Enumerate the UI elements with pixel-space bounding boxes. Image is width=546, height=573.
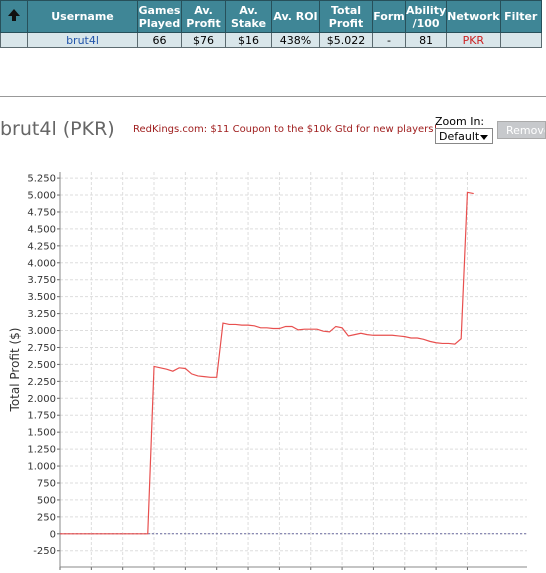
y-tick-label: 5.000 xyxy=(27,191,56,202)
user-link[interactable]: brut4l xyxy=(27,32,138,48)
separator xyxy=(0,96,546,97)
y-tick-label: 1.250 xyxy=(27,445,56,456)
y-tick-label: 4.500 xyxy=(27,224,56,235)
cell: - xyxy=(372,32,406,48)
y-tick-label: 2.750 xyxy=(27,343,56,354)
y-tick-label: 2.500 xyxy=(27,360,56,371)
data-row: brut4l 66 $76 $16 438% $5.022 - 81 PKR xyxy=(0,32,543,48)
remove-button[interactable]: Remove xyxy=(497,121,546,139)
header-cell[interactable]: Av. Profit xyxy=(181,0,226,33)
y-tick-label: 4.000 xyxy=(27,258,56,269)
header-cell[interactable]: Network xyxy=(446,0,501,33)
cell: 438% xyxy=(271,32,320,48)
header-cell[interactable]: Total Profit xyxy=(319,0,373,33)
zoom-label: Zoom In: xyxy=(435,115,485,128)
y-tick-label: 3.250 xyxy=(27,309,56,320)
y-tick-label: 3.000 xyxy=(27,326,56,337)
header-cell[interactable]: Username xyxy=(27,0,138,33)
cell: 66 xyxy=(137,32,182,48)
y-tick-label: 1.000 xyxy=(27,462,56,473)
y-tick-label: 2.000 xyxy=(27,394,56,405)
cell: $16 xyxy=(225,32,272,48)
header-cell[interactable]: Form xyxy=(372,0,406,33)
y-tick-label: 4.250 xyxy=(27,241,56,252)
header-cell[interactable]: Games Played xyxy=(137,0,182,33)
chart: -250 0 250 500 750 1.000 1.250 1.500 1.750 2.000 2… xyxy=(8,172,527,570)
cell: $5.022 xyxy=(319,32,373,48)
cell: PKR xyxy=(446,32,501,48)
y-tick-label: 4.750 xyxy=(27,207,56,218)
y-tick-label: 1.750 xyxy=(27,411,56,422)
y-tick-label: -250 xyxy=(33,546,56,557)
sort-arrow[interactable] xyxy=(0,0,28,33)
ad-link[interactable]: RedKings.com: $11 Coupon to the $10k Gtd… xyxy=(133,124,438,135)
data-line xyxy=(60,191,474,535)
y-tick-label: 250 xyxy=(37,512,56,523)
y-axis-label: Total Profit ($) xyxy=(8,328,22,413)
y-tick-label: 2.250 xyxy=(27,377,56,388)
y-tick-label: 0 xyxy=(50,529,56,540)
header-cell[interactable]: Ability /100 xyxy=(404,0,448,33)
cell: $76 xyxy=(181,32,226,48)
cell xyxy=(499,32,543,48)
stats-table: Username Games Played Av. Profit Av. Sta… xyxy=(0,0,543,48)
y-tick-label: 3.500 xyxy=(27,292,56,303)
header-cell[interactable]: Av. Stake xyxy=(225,0,272,33)
arrow-icon xyxy=(8,9,20,21)
cell xyxy=(0,32,28,48)
y-tick-label: 750 xyxy=(37,478,56,489)
plot-area xyxy=(60,172,527,567)
y-tick-label: 3.750 xyxy=(27,275,56,286)
header-row: Username Games Played Av. Profit Av. Sta… xyxy=(0,0,543,33)
panel-title: brut4l (PKR) xyxy=(0,118,115,140)
y-tick-label: 500 xyxy=(37,495,56,506)
header-cell[interactable]: Av. ROI xyxy=(271,0,320,33)
y-tick-label: 5.250 xyxy=(27,174,56,185)
cell: 81 xyxy=(404,32,448,48)
y-tick-label: 1.500 xyxy=(27,428,56,439)
header-cell[interactable]: Filter xyxy=(499,0,543,33)
zoom-value: Default xyxy=(439,130,480,143)
zoom-select[interactable]: Default xyxy=(435,128,493,144)
